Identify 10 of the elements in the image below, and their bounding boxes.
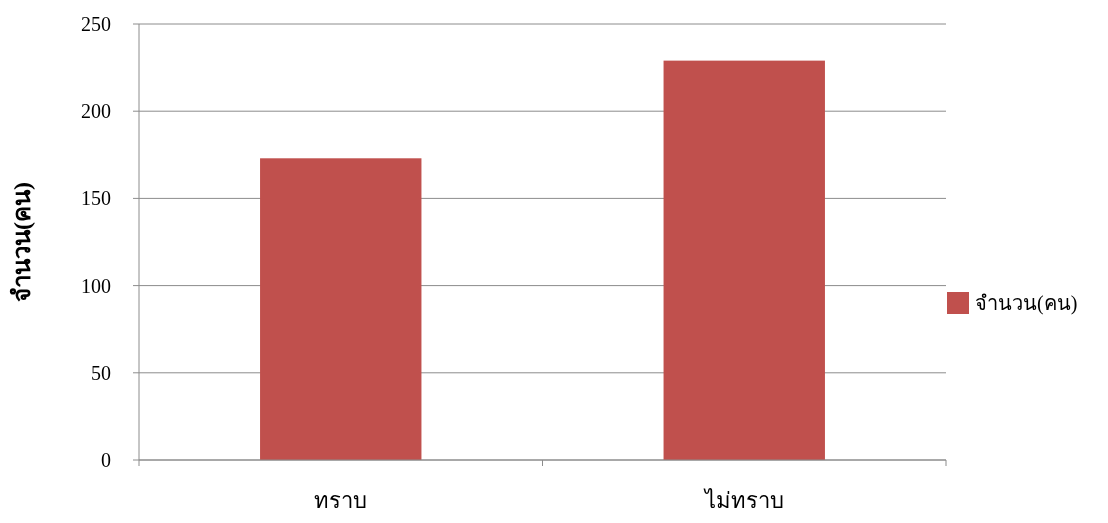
y-tick-label: 0 [101,449,111,471]
y-tick-label: 200 [81,100,111,123]
y-tick-label: 50 [91,361,111,384]
y-axis-title: จำนวน(คน) [9,182,35,302]
y-tick-label: 250 [81,13,111,35]
x-tick-label: ไม่ทราบ [702,488,784,513]
legend-label: จำนวน(คน) [975,292,1078,315]
y-tick-label: 150 [81,187,111,210]
x-tick-label: ทราบ [314,488,368,513]
y-tick-label: 100 [81,274,111,297]
